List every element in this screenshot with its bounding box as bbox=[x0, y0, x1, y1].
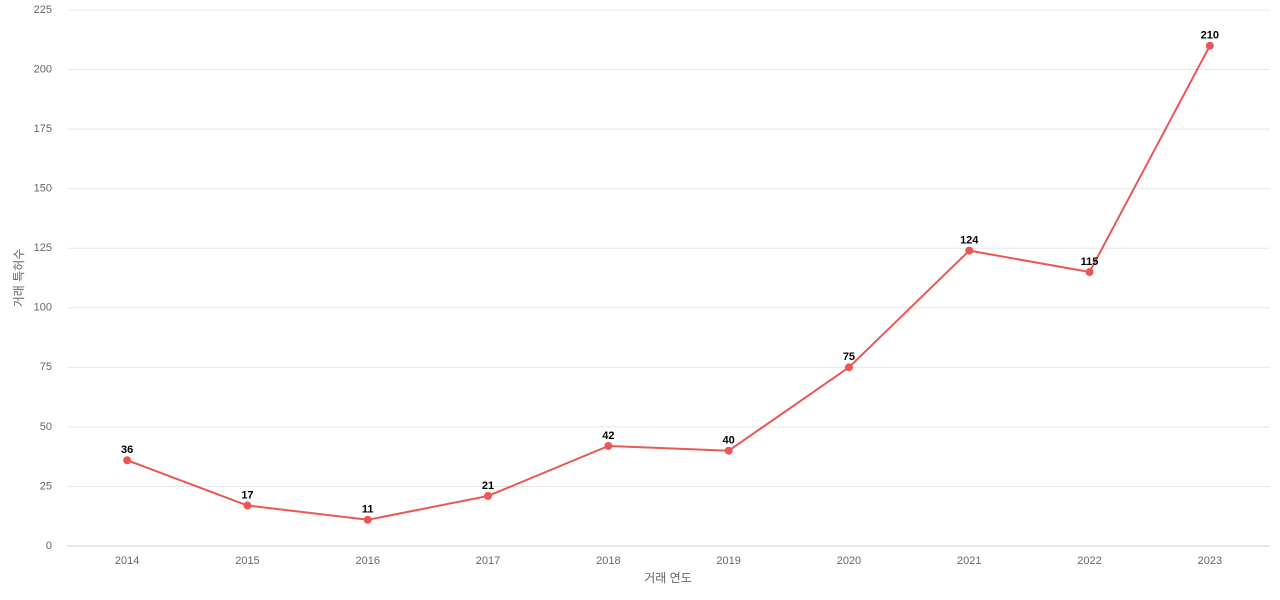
x-tick-label: 2016 bbox=[356, 555, 380, 567]
x-axis-label: 거래 연도 bbox=[644, 571, 692, 585]
y-tick-label: 25 bbox=[40, 480, 52, 492]
y-tick-label: 225 bbox=[34, 4, 52, 16]
value-label: 36 bbox=[121, 444, 133, 456]
x-tick-label: 2020 bbox=[837, 555, 861, 567]
point bbox=[363, 515, 372, 524]
x-tick-label: 2018 bbox=[596, 555, 620, 567]
y-tick-label: 150 bbox=[34, 183, 52, 195]
x-tick-label: 2022 bbox=[1077, 555, 1101, 567]
y-tick-label: 200 bbox=[34, 63, 52, 75]
point bbox=[484, 491, 493, 500]
value-label: 17 bbox=[241, 489, 253, 501]
point bbox=[123, 456, 132, 465]
x-tick-label: 2021 bbox=[957, 555, 981, 567]
x-tick-label: 2015 bbox=[235, 555, 259, 567]
point bbox=[1085, 268, 1094, 277]
line bbox=[126, 45, 1211, 521]
value-label: 11 bbox=[362, 504, 374, 516]
value-label: 21 bbox=[482, 480, 494, 492]
y-axis-label: 거래 특허수 bbox=[12, 249, 26, 308]
y-tick-label: 100 bbox=[34, 302, 52, 314]
value-label: 210 bbox=[1201, 30, 1219, 42]
x-tick-label: 2019 bbox=[716, 555, 740, 567]
point bbox=[844, 363, 853, 372]
y-tick-label: 50 bbox=[40, 421, 52, 433]
x-tick-label: 2023 bbox=[1198, 555, 1222, 567]
y-tick-label: 175 bbox=[34, 123, 52, 135]
point bbox=[604, 441, 613, 450]
value-label: 40 bbox=[723, 435, 735, 447]
value-label: 115 bbox=[1081, 256, 1099, 268]
point bbox=[965, 246, 974, 255]
y-tick-label: 75 bbox=[40, 361, 52, 373]
y-tick-label: 0 bbox=[46, 540, 52, 552]
x-tick-label: 2017 bbox=[476, 555, 500, 567]
y-tick-label: 125 bbox=[34, 242, 52, 254]
point bbox=[1205, 41, 1214, 50]
x-tick-label: 2014 bbox=[115, 555, 139, 567]
point bbox=[243, 501, 252, 510]
value-label: 124 bbox=[960, 235, 979, 247]
value-label: 42 bbox=[602, 430, 614, 442]
point bbox=[724, 446, 733, 455]
value-label: 75 bbox=[843, 351, 855, 363]
